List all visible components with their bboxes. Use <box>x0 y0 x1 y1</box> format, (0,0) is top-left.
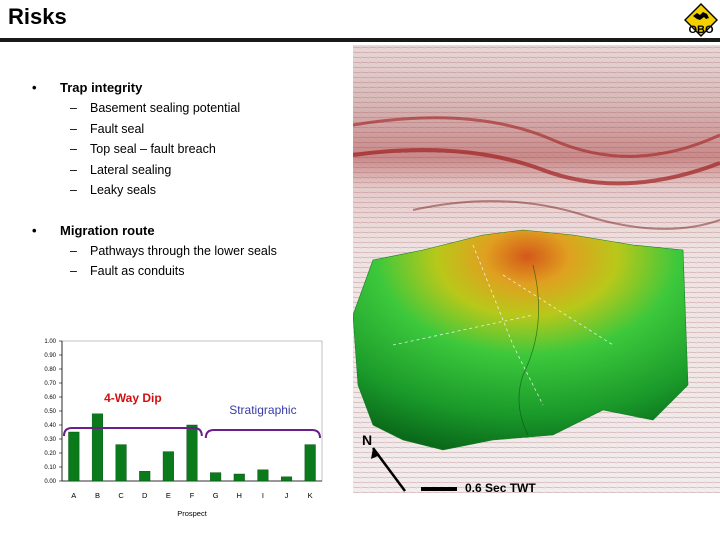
bullet-item: Leaky seals <box>30 180 350 201</box>
y-tick-label: 1.00 <box>44 339 56 345</box>
bullet-item: Fault seal <box>30 119 350 140</box>
x-tick-label: H <box>237 491 242 500</box>
bullet-item: Basement sealing potential <box>30 98 350 119</box>
bullet-heading-trap-integrity: Trap integrity <box>30 78 350 98</box>
scale-label: 0.6 Sec TWT <box>465 481 536 493</box>
bullet-item: Pathways through the lower seals <box>30 241 350 262</box>
x-tick-label: K <box>308 491 313 500</box>
bar-D <box>139 470 151 482</box>
x-tick-label: F <box>190 491 195 500</box>
bar-F <box>186 424 198 482</box>
x-tick-label: G <box>213 491 219 500</box>
y-tick-label: 0.80 <box>44 367 56 373</box>
bar-H <box>233 473 245 482</box>
y-tick-label: 0.40 <box>44 423 56 429</box>
x-tick-label: J <box>285 491 289 500</box>
annotation-bracket <box>63 427 203 437</box>
y-tick-label: 0.20 <box>44 451 56 457</box>
bar-G <box>210 472 222 482</box>
title-rule <box>0 38 720 42</box>
seismic-3d-map: N 0.6 Sec TWT <box>353 45 720 493</box>
x-tick-label: A <box>71 491 76 500</box>
bullet-heading-migration-route: Migration route <box>30 221 350 241</box>
bullet-item: Lateral sealing <box>30 160 350 181</box>
bullet-item: Top seal – fault breach <box>30 139 350 160</box>
x-tick-label: E <box>166 491 171 500</box>
x-tick-label: D <box>142 491 148 500</box>
prospect-bar-chart: 0.00 0.10 0.20 0.30 0.40 0.50 0.60 0.70 0.80 0.90… <box>44 339 323 518</box>
annotation-label: 4-Way Dip <box>104 391 162 405</box>
y-tick-label: 0.60 <box>44 395 56 401</box>
bar-B <box>91 413 103 482</box>
annotation-bracket <box>204 429 321 439</box>
x-axis-label: Prospect <box>177 509 208 518</box>
scale-bar <box>421 487 457 491</box>
bullet-item: Fault as conduits <box>30 261 350 282</box>
bar-A <box>68 431 80 482</box>
y-tick-label: 0.70 <box>44 381 56 387</box>
y-tick-label: 0.00 <box>44 479 56 485</box>
x-tick-label: C <box>118 491 124 500</box>
bar-E <box>162 451 174 482</box>
logo-text: OBO <box>688 24 714 36</box>
bar-J <box>281 476 293 482</box>
slide-title: Risks <box>8 4 67 29</box>
bar-I <box>257 469 269 482</box>
company-logo: OBO <box>684 3 718 37</box>
y-tick-label: 0.90 <box>44 353 56 359</box>
y-tick-label: 0.50 <box>44 409 56 415</box>
x-tick-label: I <box>262 491 264 500</box>
y-tick-label: 0.10 <box>44 465 56 471</box>
y-tick-label: 0.30 <box>44 437 56 443</box>
x-tick-label: B <box>95 491 100 500</box>
annotation-label: Stratigraphic <box>229 403 296 417</box>
north-label: N <box>362 432 372 448</box>
bar-K <box>304 444 316 482</box>
north-arrow-head <box>371 448 380 459</box>
bullet-list: Trap integrity Basement sealing potentia… <box>30 78 350 282</box>
bar-C <box>115 444 127 482</box>
